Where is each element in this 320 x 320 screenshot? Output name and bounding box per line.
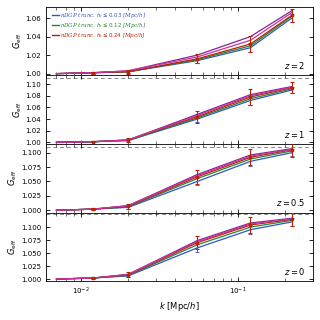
Y-axis label: $G_{\rm eff}$: $G_{\rm eff}$ bbox=[12, 101, 24, 118]
Y-axis label: $G_{\rm eff}$: $G_{\rm eff}$ bbox=[7, 170, 20, 187]
Legend: nDGP trunc. $h_r \leq 0.03$ [Mpc/h], nDGP trunc. $h_r \leq 0.12$ [Mpc/h], nDGP t: nDGP trunc. $h_r \leq 0.03$ [Mpc/h], nDG… bbox=[52, 11, 147, 40]
Text: $z = 1$: $z = 1$ bbox=[284, 129, 305, 140]
X-axis label: $k\ [\mathrm{Mpc}/h]$: $k\ [\mathrm{Mpc}/h]$ bbox=[159, 300, 200, 313]
Y-axis label: $G_{\rm eff}$: $G_{\rm eff}$ bbox=[7, 239, 20, 255]
Text: $z = 0.5$: $z = 0.5$ bbox=[276, 197, 305, 208]
Text: $z = 2$: $z = 2$ bbox=[284, 60, 305, 71]
Text: $z = 0$: $z = 0$ bbox=[284, 266, 305, 277]
Y-axis label: $G_{\rm eff}$: $G_{\rm eff}$ bbox=[12, 33, 24, 49]
